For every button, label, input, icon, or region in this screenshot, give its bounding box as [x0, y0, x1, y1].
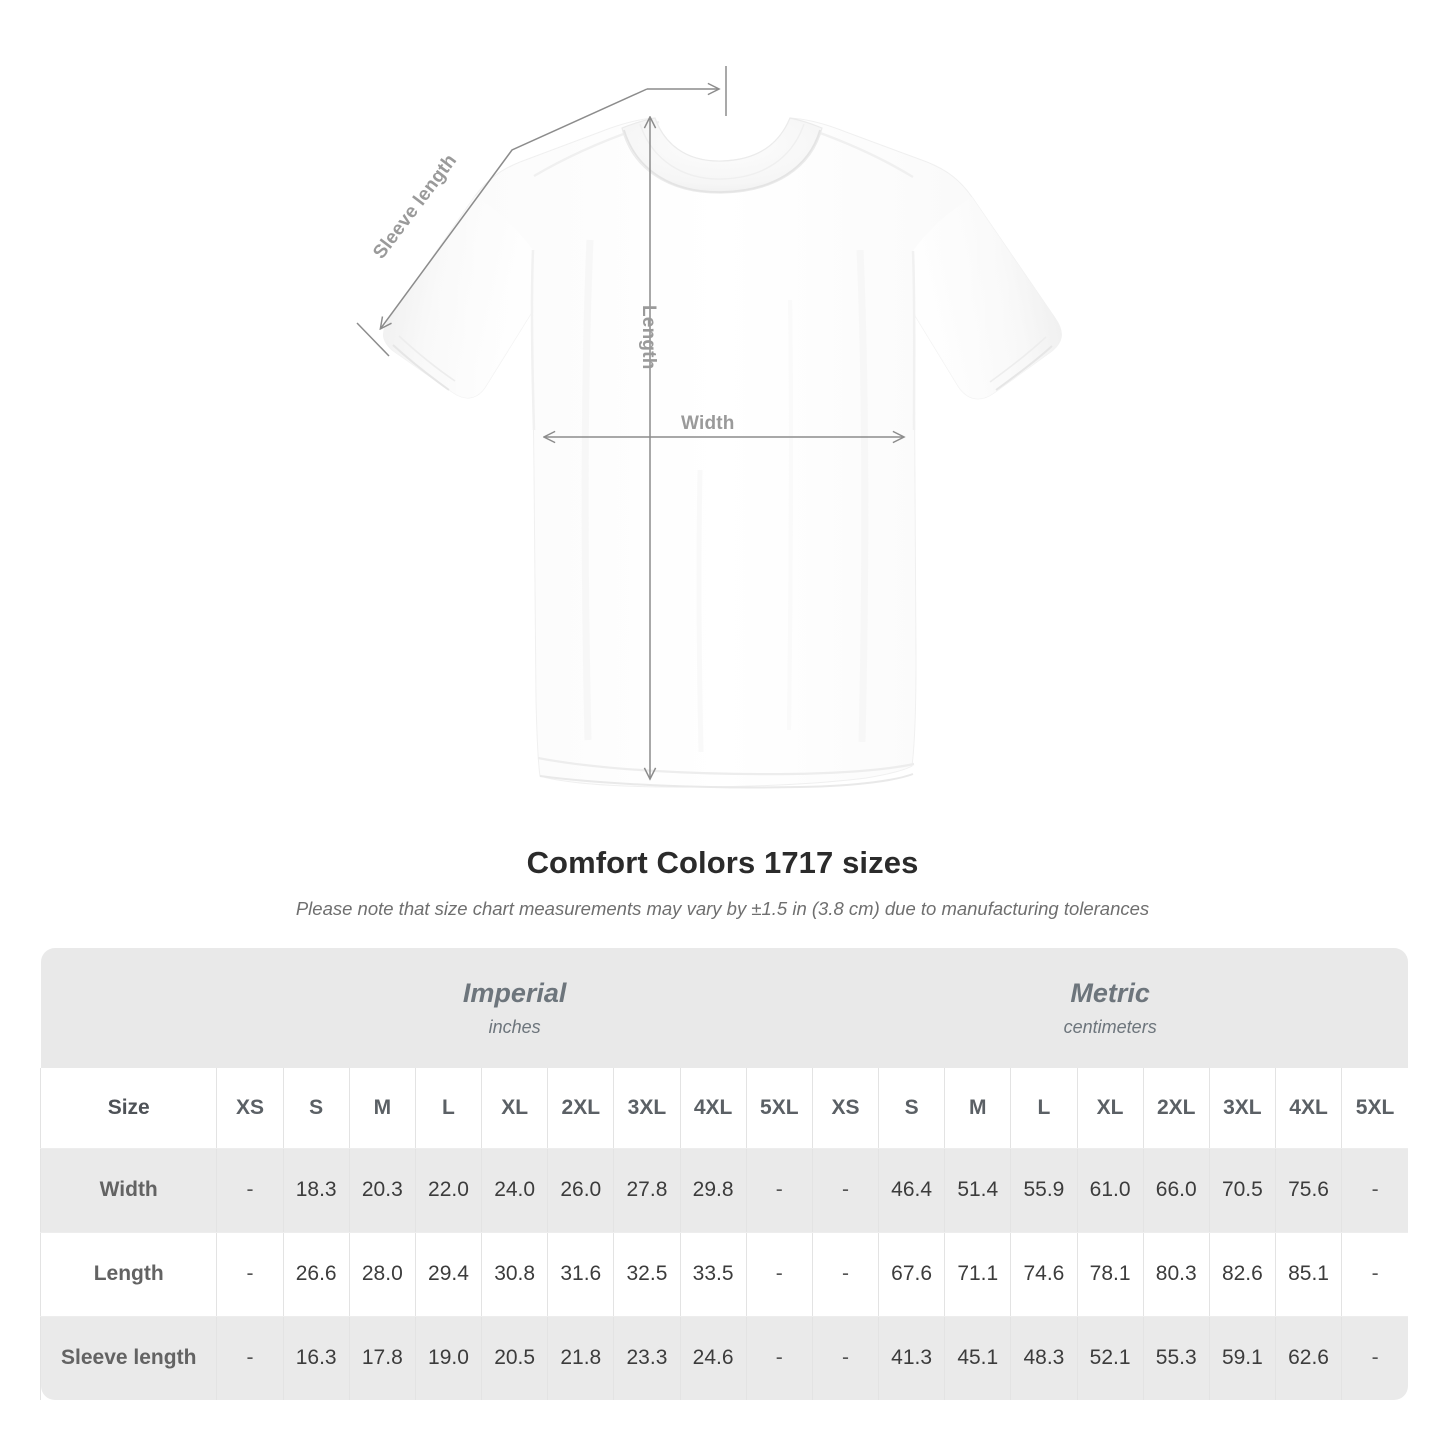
size-header-imperial-2xl: 2XL [547, 1068, 614, 1149]
cell-sleeve-length-metric-l: 48.3 [1010, 1316, 1077, 1400]
row-label-length: Length [39, 1232, 217, 1317]
cell-length-metric-l: 74.6 [1010, 1232, 1077, 1317]
size-header-imperial-4xl: 4XL [679, 1068, 747, 1149]
cell-width-metric-4xl: 75.6 [1274, 1148, 1342, 1233]
cell-width-metric-m: 51.4 [944, 1148, 1011, 1233]
size-header-imperial-m: M [348, 1068, 416, 1149]
cell-sleeve-length-metric-3xl: 59.1 [1208, 1316, 1276, 1400]
cell-sleeve-length-metric-s: 41.3 [878, 1316, 945, 1400]
tshirt-shape [383, 117, 1062, 789]
cell-sleeve-length-metric-2xl: 55.3 [1142, 1316, 1210, 1400]
cell-sleeve-length-imperial-l: 19.0 [414, 1316, 482, 1400]
cell-width-imperial-2xl: 26.0 [547, 1148, 614, 1233]
cell-width-imperial-xs: - [216, 1148, 284, 1233]
tshirt-illustration: Sleeve length Length Width [356, 66, 1062, 789]
cell-width-metric-5xl: - [1341, 1148, 1408, 1233]
cell-width-imperial-s: 18.3 [282, 1148, 350, 1233]
cell-width-imperial-5xl: - [745, 1148, 813, 1233]
cell-length-metric-5xl: - [1341, 1232, 1408, 1317]
table-row: Width -18.3 20.3 22.0 24.0 26.0 27.8 29.8- -46.4… [39, 1148, 1408, 1233]
unit-group-metric: Metric centimeters [812, 948, 1408, 1068]
cell-length-metric-xl: 78.1 [1076, 1232, 1144, 1317]
page-title: Comfort Colors 1717 sizes [526, 845, 919, 880]
cell-sleeve-length-imperial-5xl: - [745, 1316, 813, 1400]
cell-sleeve-length-metric-xl: 52.1 [1076, 1316, 1144, 1400]
unit-group-name: Imperial [462, 978, 567, 1009]
cell-sleeve-length-imperial-4xl: 24.6 [679, 1316, 747, 1400]
cell-sleeve-length-metric-m: 45.1 [944, 1316, 1011, 1400]
unit-group-imperial: Imperial inches [216, 948, 813, 1068]
cell-length-metric-m: 71.1 [944, 1232, 1011, 1317]
table-row: Sleeve length -16.3 17.8 19.0 20.5 21.8 23.3 24… [39, 1316, 1408, 1400]
cell-width-metric-xs: - [811, 1148, 879, 1233]
unit-group-subtitle: centimeters [1063, 1016, 1157, 1037]
width-label: Width [681, 413, 735, 434]
cell-width-imperial-xl: 24.0 [481, 1148, 548, 1233]
unit-header-row: Imperial inches Metric centimeters [40, 948, 1408, 1068]
cell-sleeve-length-imperial-s: 16.3 [282, 1316, 350, 1400]
cell-width-imperial-m: 20.3 [348, 1148, 416, 1233]
size-header-imperial-3xl: 3XL [613, 1068, 681, 1149]
sleeve-length-annotation [356, 66, 727, 357]
size-header-metric-l: L [1010, 1068, 1077, 1149]
cell-length-imperial-3xl: 32.5 [613, 1232, 681, 1317]
row-label-width: Width [39, 1148, 217, 1233]
cell-sleeve-length-imperial-xs: - [216, 1316, 284, 1400]
size-header-imperial-xl: XL [481, 1068, 548, 1149]
cell-width-metric-s: 46.4 [878, 1148, 945, 1233]
size-header-imperial-s: S [282, 1068, 350, 1149]
cell-length-imperial-s: 26.6 [282, 1232, 350, 1317]
row-label-sleeve-length: Sleeve length [39, 1316, 217, 1400]
size-header-imperial-5xl: 5XL [745, 1068, 813, 1149]
cell-length-imperial-xs: - [216, 1232, 284, 1317]
size-header-metric-xs: XS [811, 1068, 879, 1149]
cell-sleeve-length-metric-5xl: - [1341, 1316, 1408, 1400]
size-row-label: Size [39, 1068, 217, 1149]
cell-length-imperial-4xl: 33.5 [679, 1232, 747, 1317]
cell-length-imperial-l: 29.4 [414, 1232, 482, 1317]
cell-length-imperial-2xl: 31.6 [547, 1232, 614, 1317]
cell-width-imperial-3xl: 27.8 [613, 1148, 681, 1233]
size-header-metric-m: M [944, 1068, 1011, 1149]
size-header-imperial-l: L [414, 1068, 482, 1149]
size-header-metric-s: S [878, 1068, 945, 1149]
cell-sleeve-length-imperial-m: 17.8 [348, 1316, 416, 1400]
tolerance-note: Please note that size chart measurements… [295, 898, 1150, 919]
cell-sleeve-length-metric-xs: - [811, 1316, 879, 1400]
cell-width-metric-3xl: 70.5 [1208, 1148, 1276, 1233]
title-block: Comfort Colors 1717 sizes Please note th… [0, 845, 1445, 920]
cell-width-metric-l: 55.9 [1010, 1148, 1077, 1233]
cell-sleeve-length-imperial-2xl: 21.8 [547, 1316, 614, 1400]
size-header-row: Size XS S M L XL 2XL 3XL 4XL 5XL XS S M L XL 2XL 3XL 4XL 5… [39, 1068, 1408, 1149]
size-header-metric-4xl: 4XL [1274, 1068, 1342, 1149]
size-header-metric-xl: XL [1076, 1068, 1144, 1149]
unit-group-subtitle: inches [488, 1016, 541, 1037]
cell-length-metric-3xl: 82.6 [1208, 1232, 1276, 1317]
table-row: Length -26.6 28.0 29.4 30.8 31.6 32.5 33.5- -67.… [39, 1232, 1408, 1317]
size-header-metric-5xl: 5XL [1341, 1068, 1408, 1149]
length-label: Length [638, 305, 659, 370]
unit-header-spacer [40, 948, 217, 1068]
size-header-metric-2xl: 2XL [1142, 1068, 1210, 1149]
cell-width-imperial-4xl: 29.8 [679, 1148, 747, 1233]
unit-group-name: Metric [1070, 978, 1150, 1009]
cell-length-metric-s: 67.6 [878, 1232, 945, 1317]
size-chart-table: Imperial inches Metric centimeters Size XS S M L… [39, 948, 1408, 1400]
cell-width-metric-2xl: 66.0 [1142, 1148, 1210, 1233]
cell-length-imperial-m: 28.0 [348, 1232, 416, 1317]
cell-length-metric-4xl: 85.1 [1274, 1232, 1342, 1317]
cell-length-imperial-xl: 30.8 [481, 1232, 548, 1317]
cell-length-imperial-5xl: - [745, 1232, 813, 1317]
cell-sleeve-length-imperial-xl: 20.5 [481, 1316, 548, 1400]
cell-width-imperial-l: 22.0 [414, 1148, 482, 1233]
size-header-metric-3xl: 3XL [1208, 1068, 1276, 1149]
cell-length-metric-xs: - [811, 1232, 879, 1317]
cell-width-metric-xl: 61.0 [1076, 1148, 1144, 1233]
cell-sleeve-length-metric-4xl: 62.6 [1274, 1316, 1342, 1400]
size-header-imperial-xs: XS [216, 1068, 284, 1149]
cell-sleeve-length-imperial-3xl: 23.3 [613, 1316, 681, 1400]
cell-length-metric-2xl: 80.3 [1142, 1232, 1210, 1317]
